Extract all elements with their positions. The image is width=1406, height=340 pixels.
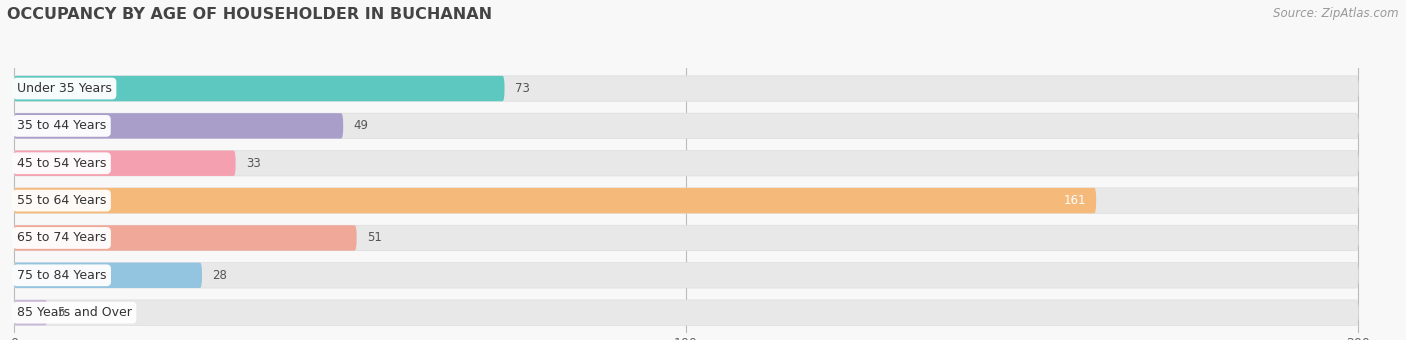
Text: 33: 33 [246,157,260,170]
Text: Source: ZipAtlas.com: Source: ZipAtlas.com [1274,7,1399,20]
FancyBboxPatch shape [14,151,236,176]
FancyBboxPatch shape [14,300,1358,325]
Text: Under 35 Years: Under 35 Years [17,82,112,95]
Text: 5: 5 [58,306,65,319]
FancyBboxPatch shape [14,76,1358,101]
Text: 65 to 74 Years: 65 to 74 Years [17,232,107,244]
FancyBboxPatch shape [14,113,1358,139]
FancyBboxPatch shape [14,113,343,139]
FancyBboxPatch shape [14,225,357,251]
FancyBboxPatch shape [14,300,48,325]
FancyBboxPatch shape [14,262,1358,288]
Text: 75 to 84 Years: 75 to 84 Years [17,269,107,282]
Text: OCCUPANCY BY AGE OF HOUSEHOLDER IN BUCHANAN: OCCUPANCY BY AGE OF HOUSEHOLDER IN BUCHA… [7,7,492,22]
Text: 49: 49 [353,119,368,132]
Text: 51: 51 [367,232,381,244]
FancyBboxPatch shape [14,188,1358,213]
Text: 73: 73 [515,82,530,95]
Text: 28: 28 [212,269,226,282]
FancyBboxPatch shape [14,225,1358,251]
FancyBboxPatch shape [14,188,1097,213]
Text: 35 to 44 Years: 35 to 44 Years [17,119,107,132]
Text: 85 Years and Over: 85 Years and Over [17,306,132,319]
FancyBboxPatch shape [14,76,505,101]
Text: 161: 161 [1063,194,1085,207]
Text: 45 to 54 Years: 45 to 54 Years [17,157,107,170]
FancyBboxPatch shape [14,262,202,288]
Text: 55 to 64 Years: 55 to 64 Years [17,194,107,207]
FancyBboxPatch shape [14,151,1358,176]
